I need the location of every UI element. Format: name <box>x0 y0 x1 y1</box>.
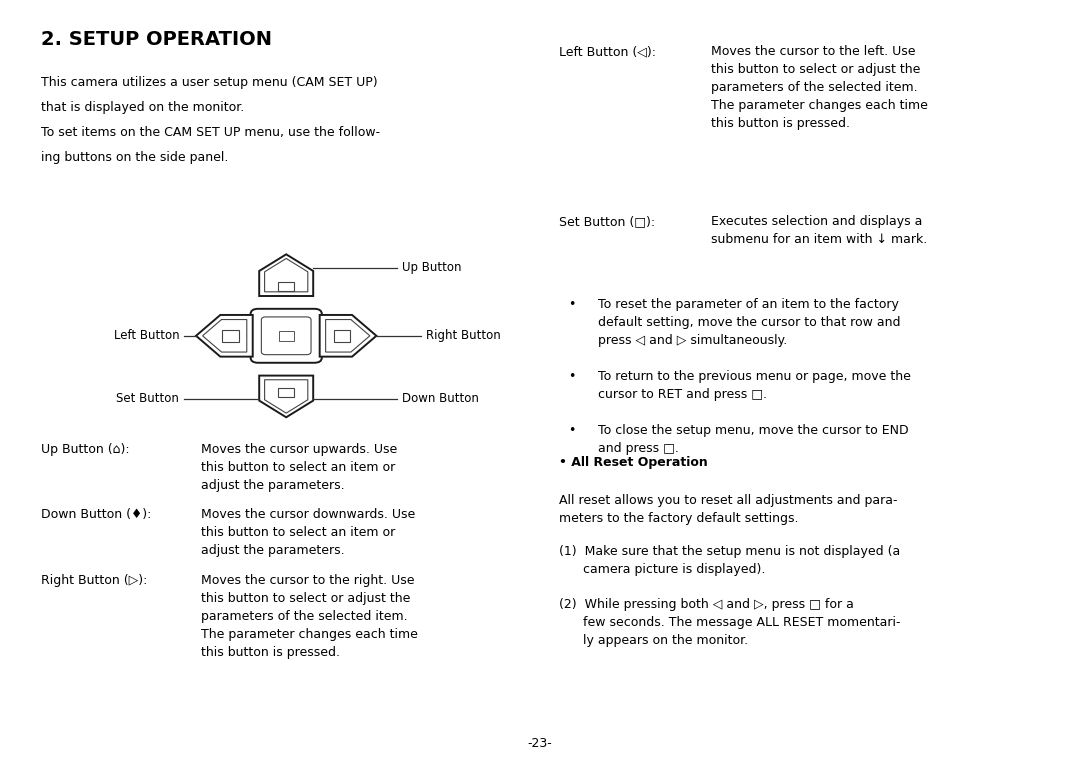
Text: Moves the cursor to the right. Use
this button to select or adjust the
parameter: Moves the cursor to the right. Use this … <box>201 574 418 659</box>
Text: that is displayed on the monitor.: that is displayed on the monitor. <box>41 101 244 114</box>
FancyBboxPatch shape <box>279 282 294 291</box>
Text: To reset the parameter of an item to the factory
default setting, move the curso: To reset the parameter of an item to the… <box>598 298 901 347</box>
Text: To return to the previous menu or page, move the
cursor to RET and press □.: To return to the previous menu or page, … <box>598 370 912 401</box>
FancyBboxPatch shape <box>222 330 239 342</box>
Polygon shape <box>265 380 308 413</box>
Text: 2. SETUP OPERATION: 2. SETUP OPERATION <box>41 30 272 49</box>
Polygon shape <box>265 258 308 292</box>
Text: Moves the cursor upwards. Use
this button to select an item or
adjust the parame: Moves the cursor upwards. Use this butto… <box>201 443 397 492</box>
FancyBboxPatch shape <box>279 387 294 397</box>
Text: (2)  While pressing both ◁ and ▷, press □ for a
      few seconds. The message A: (2) While pressing both ◁ and ▷, press □… <box>559 598 901 647</box>
Text: Left Button (◁):: Left Button (◁): <box>559 45 657 58</box>
Text: Moves the cursor downwards. Use
this button to select an item or
adjust the para: Moves the cursor downwards. Use this but… <box>201 508 415 557</box>
FancyBboxPatch shape <box>334 330 350 342</box>
FancyBboxPatch shape <box>251 309 322 363</box>
Text: To set items on the CAM SET UP menu, use the follow-: To set items on the CAM SET UP menu, use… <box>41 126 380 139</box>
Text: •: • <box>568 424 576 437</box>
Text: •: • <box>568 370 576 383</box>
Text: Down Button (♦):: Down Button (♦): <box>41 508 151 521</box>
Text: Down Button: Down Button <box>402 392 478 406</box>
Polygon shape <box>326 320 369 352</box>
Text: Moves the cursor to the left. Use
this button to select or adjust the
parameters: Moves the cursor to the left. Use this b… <box>711 45 928 130</box>
Polygon shape <box>203 320 247 352</box>
Polygon shape <box>259 376 313 418</box>
Text: • All Reset Operation: • All Reset Operation <box>559 456 708 469</box>
Polygon shape <box>320 315 377 356</box>
Text: This camera utilizes a user setup menu (CAM SET UP): This camera utilizes a user setup menu (… <box>41 76 378 89</box>
FancyBboxPatch shape <box>279 330 294 341</box>
Text: ing buttons on the side panel.: ing buttons on the side panel. <box>41 151 228 164</box>
Text: Right Button (▷):: Right Button (▷): <box>41 574 147 587</box>
Text: Up Button (⌂):: Up Button (⌂): <box>41 443 130 456</box>
Text: -23-: -23- <box>528 737 552 750</box>
Text: (1)  Make sure that the setup menu is not displayed (a
      camera picture is d: (1) Make sure that the setup menu is not… <box>559 545 901 576</box>
Text: Up Button: Up Button <box>402 261 461 274</box>
Text: Set Button (□):: Set Button (□): <box>559 215 656 228</box>
Text: Set Button: Set Button <box>117 392 179 406</box>
Text: Right Button: Right Button <box>426 329 500 343</box>
Polygon shape <box>197 315 253 356</box>
Polygon shape <box>259 255 313 296</box>
Text: All reset allows you to reset all adjustments and para-
meters to the factory de: All reset allows you to reset all adjust… <box>559 494 897 525</box>
Text: Left Button: Left Button <box>113 329 179 343</box>
Text: To close the setup menu, move the cursor to END
and press □.: To close the setup menu, move the cursor… <box>598 424 909 456</box>
FancyBboxPatch shape <box>261 317 311 355</box>
Text: •: • <box>568 298 576 311</box>
Text: Executes selection and displays a
submenu for an item with ↓ mark.: Executes selection and displays a submen… <box>711 215 927 246</box>
